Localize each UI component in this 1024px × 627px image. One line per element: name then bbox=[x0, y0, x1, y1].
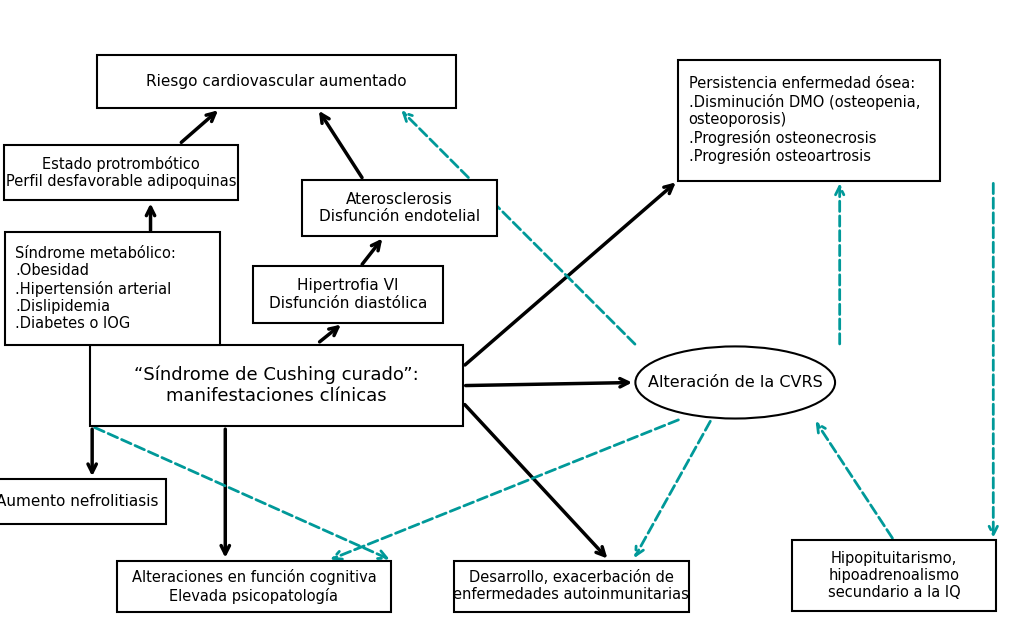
Text: Riesgo cardiovascular aumentado: Riesgo cardiovascular aumentado bbox=[146, 74, 407, 89]
FancyBboxPatch shape bbox=[117, 561, 391, 612]
Text: Persistencia enfermedad ósea:
.Disminución DMO (osteopenia,
osteoporosis)
.Progr: Persistencia enfermedad ósea: .Disminuci… bbox=[689, 76, 920, 164]
FancyBboxPatch shape bbox=[97, 55, 456, 108]
FancyBboxPatch shape bbox=[792, 540, 996, 611]
Text: Estado protrombótico
Perfil desfavorable adipoquinas: Estado protrombótico Perfil desfavorabl… bbox=[5, 155, 237, 189]
Text: Desarrollo, exacerbación de
enfermedades autoinmunitarias: Desarrollo, exacerbación de enfermedades… bbox=[454, 570, 689, 603]
FancyBboxPatch shape bbox=[302, 180, 497, 236]
Text: Hipertrofia VI
Disfunción diastólica: Hipertrofia VI Disfunción diastólica bbox=[269, 278, 427, 311]
FancyBboxPatch shape bbox=[0, 479, 166, 524]
FancyBboxPatch shape bbox=[454, 561, 689, 612]
FancyBboxPatch shape bbox=[679, 60, 940, 181]
Text: “Síndrome de Cushing curado”:
manifestaciones clínicas: “Síndrome de Cushing curado”: manifestac… bbox=[134, 366, 419, 405]
Text: Síndrome metabólico:
.Obesidad
.Hipertensión arterial
.Dislipidemia
.Diabetes o : Síndrome metabólico: .Obesidad .Hiperten… bbox=[15, 246, 176, 331]
FancyBboxPatch shape bbox=[90, 345, 463, 426]
Text: Alteraciones en función cognitiva
Elevada psicopatología: Alteraciones en función cognitiva Elevad… bbox=[131, 569, 377, 604]
FancyBboxPatch shape bbox=[5, 232, 220, 345]
Text: Hipopituitarismo,
hipoadrenoalismo
secundario a la IQ: Hipopituitarismo, hipoadrenoalismo secun… bbox=[827, 551, 961, 601]
Text: Alteración de la CVRS: Alteración de la CVRS bbox=[648, 375, 822, 390]
FancyBboxPatch shape bbox=[254, 266, 442, 323]
FancyBboxPatch shape bbox=[4, 145, 238, 200]
Text: Aterosclerosis
Disfunción endotelial: Aterosclerosis Disfunción endotelial bbox=[318, 192, 480, 224]
Ellipse shape bbox=[635, 346, 836, 419]
Text: Aumento nefrolitiasis: Aumento nefrolitiasis bbox=[0, 494, 158, 509]
